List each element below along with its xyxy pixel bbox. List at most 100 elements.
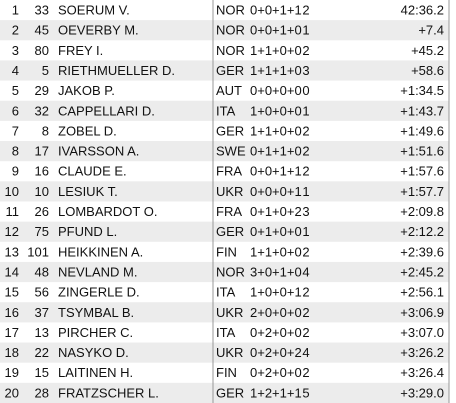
penalties: 2 [302, 325, 309, 340]
nation: FRA [216, 204, 242, 219]
shooting: 0+1+0+0 [250, 224, 302, 239]
penalties: 2 [302, 164, 309, 179]
rank: 8 [12, 144, 19, 159]
time: +3:29.0 [400, 385, 444, 400]
bib: 101 [27, 244, 49, 259]
penalties: 3 [302, 204, 309, 219]
rank: 9 [12, 164, 19, 179]
time: +1:34.5 [400, 83, 444, 98]
penalties: 3 [302, 63, 309, 78]
time: +2:45.2 [400, 264, 444, 279]
nation: GER [216, 63, 244, 78]
nation: GER [216, 224, 244, 239]
athlete-name: NEVLAND M. [58, 264, 137, 279]
row-background [0, 302, 449, 323]
time: +1:49.6 [400, 123, 444, 138]
athlete-name: RIETHMUELLER D. [58, 63, 175, 78]
athlete-name: CAPPELLARI D. [58, 103, 155, 118]
rank: 6 [12, 103, 19, 118]
bib: 75 [35, 224, 49, 239]
row-background [0, 261, 449, 283]
shooting: 0+0+1+0 [250, 23, 302, 38]
shooting: 0+0+1+1 [250, 164, 302, 179]
time: +2:12.2 [400, 224, 444, 239]
shooting: 2+0+0+0 [250, 305, 302, 320]
row-background [0, 181, 449, 202]
rank: 4 [12, 63, 19, 78]
rank: 16 [5, 305, 19, 320]
shooting: 0+0+1+1 [250, 3, 302, 18]
penalties: 2 [302, 123, 309, 138]
rank: 13 [5, 244, 19, 259]
shooting: 0+1+1+0 [250, 144, 302, 159]
bib: 13 [35, 325, 49, 340]
penalties: 1 [302, 184, 309, 199]
athlete-name: LAITINEN H. [58, 365, 133, 380]
nation: NOR [216, 3, 245, 18]
rank: 11 [6, 204, 20, 219]
athlete-name: SOERUM V. [58, 3, 130, 18]
athlete-name: ZOBEL D. [58, 123, 117, 138]
shooting: 0+1+0+2 [250, 204, 302, 219]
shooting: 1+1+1+0 [250, 63, 302, 78]
bib: 15 [35, 365, 49, 380]
time: +1:43.7 [400, 103, 444, 118]
time: +3:26.4 [400, 365, 444, 380]
rank: 18 [5, 345, 19, 360]
athlete-name: PIRCHER C. [58, 325, 133, 340]
penalties: 2 [302, 305, 309, 320]
penalties: 2 [302, 144, 309, 159]
row-background [0, 141, 449, 162]
nation: GER [216, 385, 244, 400]
row-background [0, 60, 449, 81]
shooting: 1+1+0+0 [250, 123, 302, 138]
bib: 48 [35, 264, 49, 279]
athlete-name: OEVERBY M. [58, 23, 139, 38]
row-background [0, 342, 449, 363]
bib: 8 [42, 123, 49, 138]
bib: 28 [35, 385, 49, 400]
bib: 16 [35, 164, 49, 179]
time: +45.2 [411, 43, 444, 58]
bib: 45 [35, 23, 49, 38]
nation: UKR [216, 184, 243, 199]
time: +2:09.8 [400, 204, 444, 219]
time: +58.6 [411, 63, 444, 78]
rank: 1 [12, 3, 19, 18]
rank: 20 [5, 385, 19, 400]
bib: 26 [35, 204, 49, 219]
rank: 3 [12, 43, 19, 58]
time: +2:39.6 [400, 244, 444, 259]
athlete-name: LESIUK T. [58, 184, 118, 199]
nation: AUT [216, 83, 242, 98]
athlete-name: TSYMBAL B. [58, 305, 134, 320]
penalties: 2 [302, 244, 309, 259]
rank: 14 [5, 264, 19, 279]
shooting: 0+2+0+2 [250, 345, 302, 360]
rank: 7 [12, 123, 19, 138]
athlete-name: IVARSSON A. [58, 144, 139, 159]
bib: 29 [35, 83, 49, 98]
penalties: 4 [302, 264, 309, 279]
penalties: 1 [302, 103, 309, 118]
nation: FRA [216, 164, 242, 179]
nation: NOR [216, 43, 245, 58]
rank: 15 [5, 285, 19, 300]
shooting: 0+2+0+0 [250, 365, 302, 380]
bib: 22 [35, 345, 49, 360]
time: +3:26.2 [400, 345, 444, 360]
rank: 10 [5, 184, 19, 199]
athlete-name: CLAUDE E. [58, 164, 127, 179]
bib: 56 [35, 285, 49, 300]
row-background [0, 100, 449, 121]
bib: 33 [35, 3, 49, 18]
bib: 17 [35, 144, 49, 159]
time: +1:57.7 [400, 184, 444, 199]
bib: 5 [42, 63, 49, 78]
row-background [0, 382, 449, 403]
rank: 17 [5, 325, 19, 340]
penalties: 2 [302, 3, 309, 18]
nation: FIN [216, 244, 237, 259]
shooting: 0+2+0+0 [250, 325, 302, 340]
